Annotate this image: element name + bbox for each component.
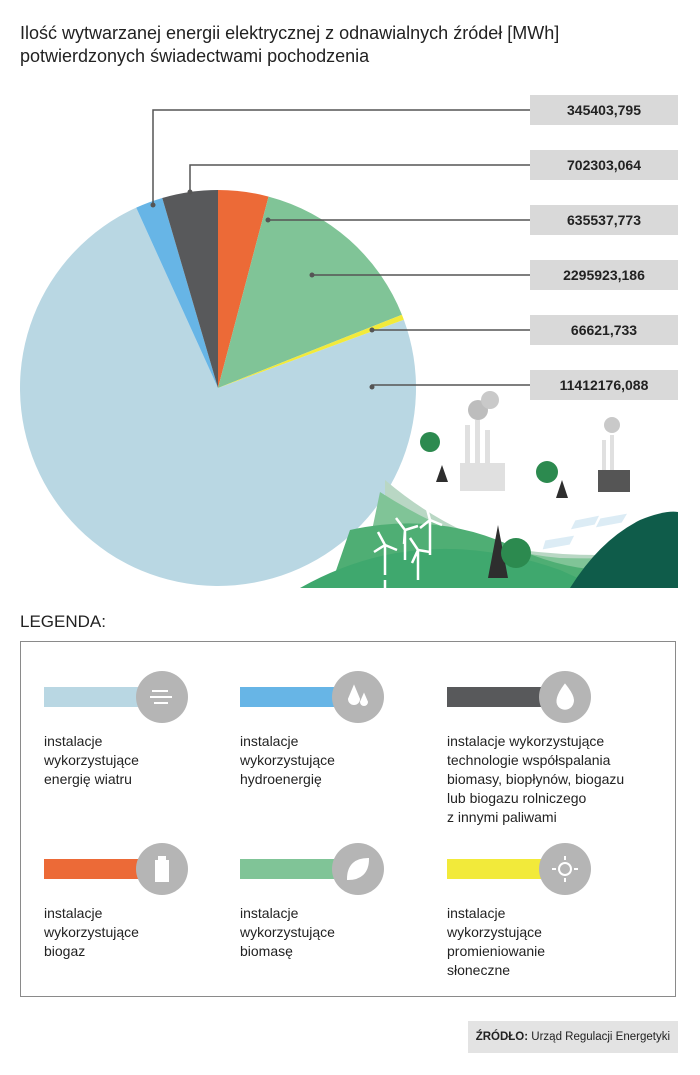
legend-item: instalacje wykorzystujące promieniowanie… bbox=[447, 842, 597, 980]
legend-swatch bbox=[447, 671, 591, 723]
legend-swatch bbox=[44, 671, 188, 723]
pie bbox=[19, 190, 417, 587]
leader-dot bbox=[187, 189, 193, 195]
callouts: 11412176,088 345403,795 702303,064 635537,7… bbox=[150, 95, 678, 400]
value-box bbox=[530, 315, 678, 345]
pie-slice bbox=[218, 314, 404, 388]
value-box bbox=[530, 205, 678, 235]
leader-line bbox=[189, 164, 530, 192]
source: ŹRÓDŁO: Urząd Regulacji Energetyki bbox=[467, 1021, 678, 1053]
legend-color bbox=[240, 687, 340, 707]
leader-dot bbox=[369, 384, 375, 390]
pie-slice bbox=[218, 196, 402, 388]
legend-swatch bbox=[240, 671, 384, 723]
pie-slice bbox=[218, 190, 269, 388]
legend-icon-glyph bbox=[556, 683, 574, 710]
value-label: 2295923,186 bbox=[563, 267, 645, 283]
leader-dot bbox=[265, 217, 271, 223]
value-box bbox=[530, 260, 678, 290]
legend-color bbox=[447, 687, 547, 707]
pie-slice bbox=[162, 190, 218, 388]
legend-swatch bbox=[240, 843, 384, 895]
pie-slice bbox=[19, 207, 417, 587]
legend-label: instalacje wykorzystujące hydroenergię bbox=[240, 733, 335, 787]
legend-icon-glyph bbox=[155, 856, 169, 882]
source-text: Urząd Regulacji Energetyki bbox=[531, 1031, 670, 1043]
pie-slice bbox=[136, 198, 218, 388]
legend-label: instalacje wykorzystujące technologie ws… bbox=[447, 733, 625, 825]
value-label: 702303,064 bbox=[567, 157, 641, 173]
legend: instalacje wykorzystujące energię wiatru… bbox=[20, 641, 676, 997]
legend-swatch bbox=[44, 843, 188, 895]
legend-label: instalacje wykorzystujące energię wiatru bbox=[44, 733, 139, 787]
legend-icon-glyph bbox=[150, 690, 172, 704]
leader-dot bbox=[150, 202, 156, 208]
value-label: 66621,733 bbox=[571, 322, 637, 338]
legend-icon-glyph bbox=[346, 857, 370, 881]
legend-item: instalacje wykorzystujące biomasę bbox=[240, 842, 390, 961]
legend-icon-glyph bbox=[347, 684, 369, 706]
legend-color bbox=[447, 859, 547, 879]
legend-color bbox=[44, 859, 144, 879]
legend-item: instalacje wykorzystujące technologie ws… bbox=[447, 670, 624, 827]
legend-item: instalacje wykorzystujące hydroenergię bbox=[240, 670, 390, 789]
landscape-illustration bbox=[300, 391, 678, 595]
chart: 11412176,088 345403,795 702303,064 635537,7… bbox=[19, 95, 678, 595]
leader-dot bbox=[369, 327, 375, 333]
legend-label: instalacje wykorzystujące biomasę bbox=[240, 905, 335, 959]
leader-dot bbox=[309, 272, 315, 278]
value-box bbox=[530, 150, 678, 180]
legend-color bbox=[240, 859, 340, 879]
legend-swatch bbox=[447, 843, 591, 895]
value-label: 635537,773 bbox=[567, 212, 641, 228]
legend-label: instalacje wykorzystujące biogaz bbox=[44, 905, 139, 959]
value-label: 11412176,088 bbox=[560, 377, 649, 393]
legend-label: instalacje wykorzystujące promieniowanie… bbox=[447, 905, 546, 978]
legend-item: instalacje wykorzystujące biogaz bbox=[44, 842, 194, 961]
chart-title: Ilość wytwarzanej energii elektrycznej z… bbox=[20, 22, 559, 68]
legend-color bbox=[44, 687, 144, 707]
legend-item: instalacje wykorzystujące energię wiatru bbox=[44, 670, 194, 789]
title-line: potwierdzonych świadectwami pochodzenia bbox=[20, 46, 370, 66]
legend-title: LEGENDA: bbox=[20, 612, 106, 631]
title-line: Ilość wytwarzanej energii elektrycznej z… bbox=[20, 23, 560, 43]
value-box bbox=[530, 95, 678, 125]
value-label: 345403,795 bbox=[567, 102, 641, 118]
legend-icon-glyph bbox=[552, 856, 578, 882]
source-label: ŹRÓDŁO: bbox=[475, 1031, 529, 1043]
legend-icon bbox=[539, 843, 591, 895]
value-box bbox=[530, 370, 678, 400]
leader-line bbox=[152, 109, 530, 205]
